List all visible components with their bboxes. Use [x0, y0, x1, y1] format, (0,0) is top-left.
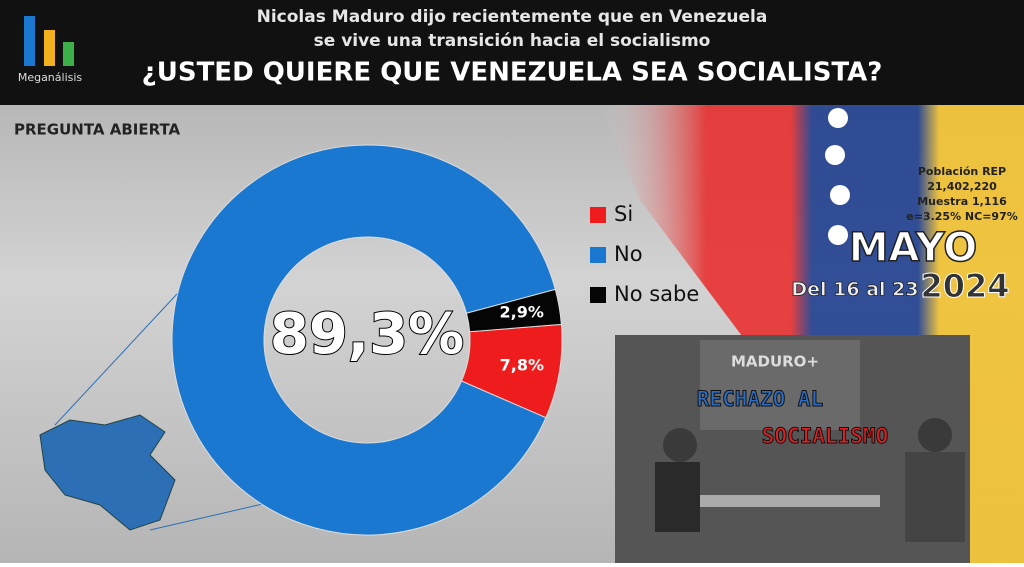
value-label: 2,9%	[500, 303, 544, 322]
date-range: Del 16 al 23	[791, 279, 918, 301]
map	[39, 414, 176, 531]
map-connector	[54, 279, 191, 426]
slice	[465, 288, 562, 333]
legend-label: Si	[614, 202, 633, 226]
legend-label: No sabe	[614, 282, 699, 306]
photo: MADURO+	[615, 335, 970, 563]
slice	[171, 144, 556, 536]
header-band	[0, 0, 1024, 105]
info-text: 21,402,220	[927, 180, 997, 193]
legend: Si No No sabe	[590, 202, 699, 306]
donut-chart: 7,8% 89,3% 2,9%	[171, 144, 563, 536]
legend-swatch	[590, 247, 606, 263]
question: ¿USTED QUIERE QUE VENEZUELA SEA SOCIALIS…	[142, 58, 883, 88]
photo-screen-text: MADURO+	[731, 353, 819, 371]
photo-caption: RECHAZO AL	[697, 387, 823, 411]
month: MAYO	[849, 225, 977, 271]
year: 2024	[920, 267, 1009, 305]
logo-icon	[24, 16, 74, 66]
subtitle: PREGUNTA ABIERTA	[14, 121, 181, 139]
value-label: 7,8%	[500, 355, 544, 374]
stars	[825, 108, 850, 245]
legend-swatch	[590, 287, 606, 303]
legend-swatch	[590, 207, 606, 223]
header-line: se vive una transición hacia el socialis…	[314, 31, 711, 51]
photo-caption: SOCIALISMO	[762, 424, 888, 448]
info-box: Población REP 21,402,220 Muestra 1,116 e…	[906, 165, 1018, 223]
info-text: Población REP	[918, 165, 1006, 178]
header-line: Nicolas Maduro dijo recientemente que en…	[257, 7, 768, 27]
value-label: 89,3%	[270, 302, 464, 367]
info-text: Muestra 1,116	[917, 195, 1007, 208]
legend-label: No	[614, 242, 643, 266]
map-connector	[149, 499, 281, 531]
info-text: e=3.25% NC=97%	[906, 210, 1018, 223]
logo-text: Meganálisis	[18, 71, 83, 84]
